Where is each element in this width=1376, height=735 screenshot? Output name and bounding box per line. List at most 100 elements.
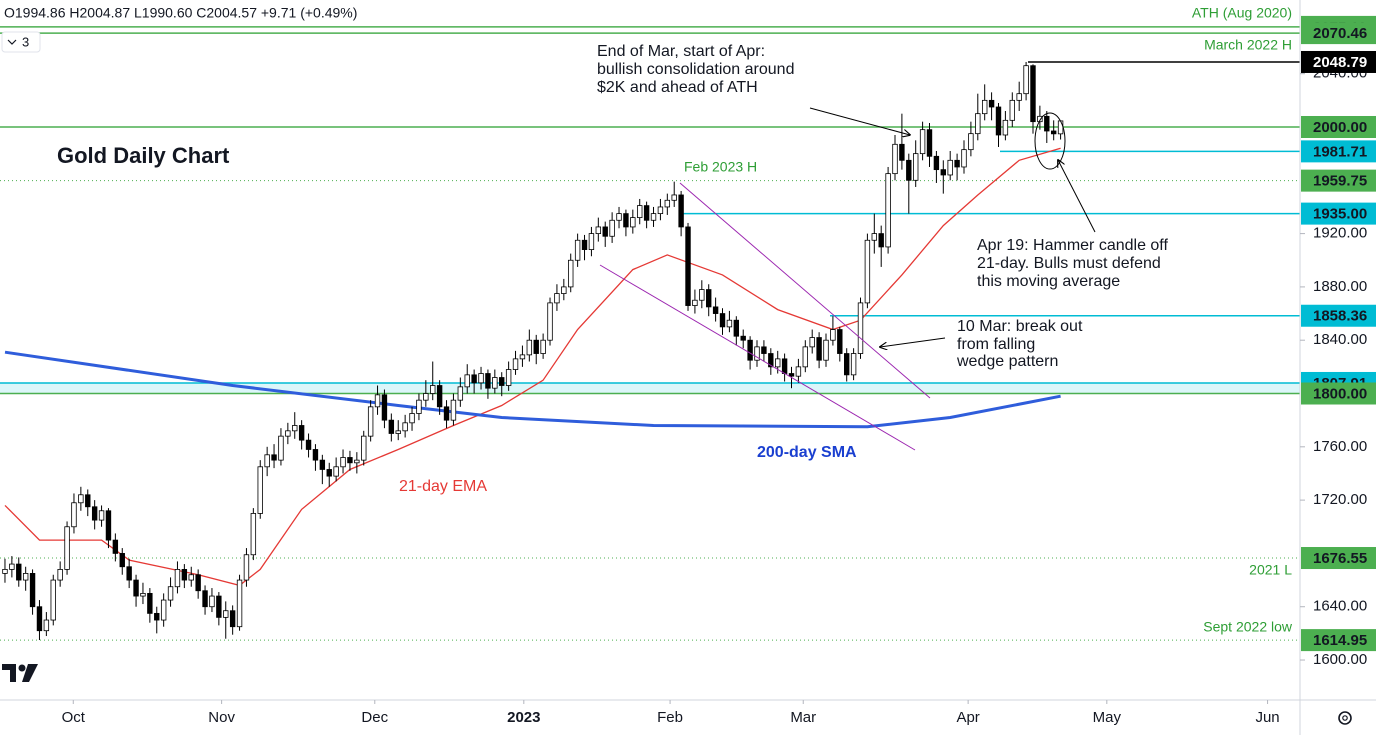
candle-body: [499, 377, 505, 386]
level-price-label: 2048.79: [1313, 54, 1367, 71]
candle-body: [333, 466, 339, 477]
candle-body: [581, 239, 588, 250]
candle-body: [126, 566, 132, 581]
candle-body: [719, 313, 726, 328]
annotation: this moving average: [977, 273, 1120, 290]
candle-body: [878, 233, 884, 248]
annotation: End of Mar, start of Apr:: [597, 43, 765, 60]
indicator-toggle[interactable]: [1, 31, 41, 53]
candle-body: [512, 358, 519, 370]
level-note: Sept 2022 low: [1203, 619, 1293, 635]
candle-body: [754, 346, 760, 361]
candle-body: [430, 385, 436, 394]
candle-body: [305, 439, 312, 450]
candle-body: [933, 155, 940, 171]
level-price-box: [1301, 382, 1376, 405]
series-line: [4, 350, 1061, 429]
candle-body: [112, 539, 119, 554]
candle-body: [43, 619, 50, 632]
candle-body: [457, 386, 464, 401]
candle-body: [16, 563, 22, 581]
candle-body: [568, 259, 574, 288]
candle-body: [892, 143, 898, 175]
axis-labels: 1600.00 1640.00 1720.00 1760.00 1840.00 1880.…: [62, 15, 1376, 726]
candle-body: [326, 469, 332, 477]
candle-body: [809, 337, 815, 348]
candle-body: [319, 459, 326, 470]
candle-body: [761, 346, 767, 354]
x-tick-label: Apr: [956, 709, 979, 726]
annotation-arrow: [880, 337, 946, 347]
level-price-box: [1301, 115, 1376, 138]
y-tick-label: 1880.00: [1313, 278, 1367, 295]
candle-body: [788, 373, 795, 377]
logo: [2, 664, 38, 682]
level-note: ATH (Aug 2020): [1192, 5, 1292, 21]
level-price-label: 1800.00: [1313, 385, 1367, 402]
candle-body: [416, 399, 422, 414]
candle-body: [650, 213, 657, 221]
candle-body: [1009, 99, 1015, 121]
candle-body: [1050, 130, 1057, 135]
settings-icon[interactable]: [1338, 711, 1352, 725]
x-tick-label: May: [1093, 709, 1122, 726]
candle-body: [188, 574, 194, 581]
indicator-count: 3: [22, 34, 29, 49]
candle-body: [119, 553, 125, 568]
candle-body: [181, 569, 188, 581]
candle-body: [492, 377, 498, 389]
candle-body: [678, 194, 684, 228]
candle-body: [588, 233, 595, 250]
wedge-lower-line: [599, 264, 916, 451]
candle-body: [250, 513, 257, 556]
x-tick-label: Mar: [790, 709, 816, 726]
series-label: 21-day EMA: [399, 478, 487, 495]
level-price-label: 1858.36: [1313, 308, 1367, 325]
candle-body: [519, 354, 526, 360]
candle-body: [9, 563, 15, 570]
annotation: Apr 19: Hammer candle off: [977, 237, 1168, 254]
x-tick-label: Jun: [1255, 709, 1279, 726]
candle-body: [29, 573, 36, 608]
candle-body: [657, 206, 664, 215]
candle-body: [264, 454, 270, 468]
candle-body: [637, 205, 643, 219]
candle-body: [1016, 93, 1022, 101]
candle-body: [554, 293, 560, 304]
candle-body: [209, 595, 215, 608]
candle-body: [505, 369, 512, 386]
candle-body: [22, 573, 29, 581]
candle-body: [409, 413, 415, 424]
candle-body: [216, 595, 222, 618]
chart-title: Gold Daily Chart: [57, 143, 230, 168]
level-price-label: 1676.55: [1313, 550, 1367, 567]
candle-body: [57, 569, 63, 581]
x-tick-label: Feb: [657, 709, 683, 726]
candle-body: [78, 494, 84, 504]
candle-body: [388, 419, 395, 434]
candle-body: [823, 339, 829, 361]
annotation: bullish consolidation around: [597, 61, 794, 78]
candle-body: [236, 579, 243, 628]
candle-body: [140, 592, 146, 597]
candle-body: [975, 113, 981, 135]
candle-body: [844, 353, 850, 376]
annotation: from falling: [957, 336, 1035, 353]
candle-body: [71, 502, 77, 528]
candle-body: [664, 199, 671, 208]
annotation: 10 Mar: break out: [957, 318, 1083, 335]
level-price-box: [1301, 140, 1376, 163]
candle-body: [105, 510, 112, 541]
candle-body: [1002, 119, 1009, 136]
plot-area: [0, 26, 1300, 641]
candle-body: [395, 430, 401, 434]
candle-body: [981, 99, 988, 115]
level-price-box: [1301, 202, 1376, 225]
chevron-icon: [7, 39, 17, 45]
annotation: wedge pattern: [956, 353, 1058, 370]
candle-body: [547, 302, 553, 341]
candle-body: [1044, 115, 1050, 132]
candle-body: [374, 394, 381, 408]
